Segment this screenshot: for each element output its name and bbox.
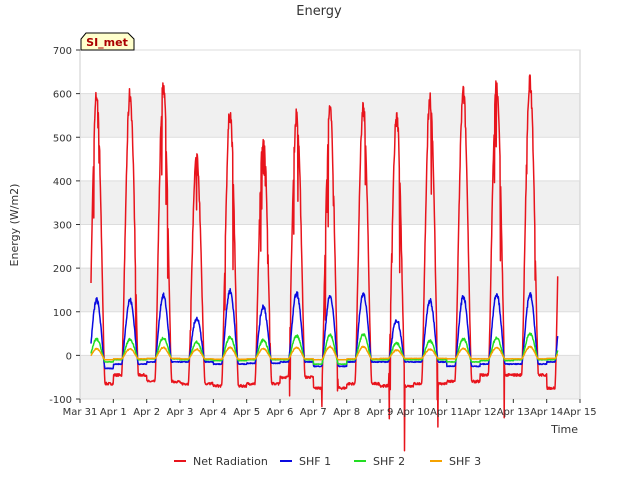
y-tick-label: 400 — [53, 177, 72, 188]
x-tick-label: Apr 13 — [497, 407, 530, 418]
y-tick-label: 700 — [53, 46, 72, 57]
y-tick-label: 200 — [53, 264, 72, 275]
x-tick-label: Apr 14 — [530, 407, 563, 418]
x-tick-label: Apr 9 — [367, 407, 394, 418]
x-tick-label: Apr 8 — [333, 407, 360, 418]
annotation-box — [80, 32, 135, 51]
x-axis-label: Time — [550, 423, 578, 436]
x-tick-label: Apr 5 — [233, 407, 260, 418]
plot-band — [80, 268, 580, 312]
series-line-shf-3 — [90, 345, 559, 361]
y-tick-label: 600 — [53, 90, 72, 101]
y-tick-label: -100 — [49, 395, 72, 406]
x-tick-label: Apr 7 — [300, 407, 327, 418]
y-tick-label: 0 — [66, 351, 72, 362]
x-tick-label: Apr 2 — [133, 407, 160, 418]
annotation-label: SI_met — [86, 36, 128, 49]
plot-band — [80, 93, 580, 138]
x-tick-label: Apr 6 — [267, 407, 294, 418]
site-annotation: SI_met — [80, 32, 135, 51]
x-tick-label: Apr 1 — [100, 407, 127, 418]
y-axis-label: Energy (W/m2) — [8, 184, 21, 267]
x-tick-label: Apr 10 — [397, 407, 430, 418]
legend-label-shf-2: SHF 2 — [373, 455, 405, 468]
x-axis-ticks: Mar 31 Apr 1 Apr 2 Apr 3 Apr 4 Apr 5 Apr 6 Apr … — [63, 399, 597, 418]
y-tick-label: 500 — [53, 133, 72, 144]
legend-label-shf-3: SHF 3 — [449, 455, 481, 468]
x-tick-label: Apr 11 — [430, 407, 463, 418]
legend-label-shf-1: SHF 1 — [299, 455, 331, 468]
plot-band — [80, 180, 580, 225]
y-axis-ticks: -100 0 100 200 300 400 500 600 700 — [49, 46, 80, 406]
x-tick-label: Apr 15 — [563, 407, 596, 418]
x-tick-label: Mar 31 — [63, 407, 98, 418]
legend: Net Radiation SHF 1 SHF 2 SHF 3 — [174, 455, 481, 468]
series-lines — [90, 74, 559, 452]
series-line-shf-1 — [90, 288, 559, 370]
plot-band — [80, 355, 580, 399]
series-line-net-radiation — [90, 74, 559, 452]
chart-title: Energy — [296, 4, 342, 19]
y-tick-label: 300 — [53, 221, 72, 232]
x-tick-label: Apr 3 — [167, 407, 194, 418]
legend-label-net-radiation: Net Radiation — [193, 455, 268, 468]
x-tick-label: Apr 4 — [200, 407, 227, 418]
y-tick-label: 100 — [53, 308, 72, 319]
x-tick-label: Apr 12 — [463, 407, 496, 418]
